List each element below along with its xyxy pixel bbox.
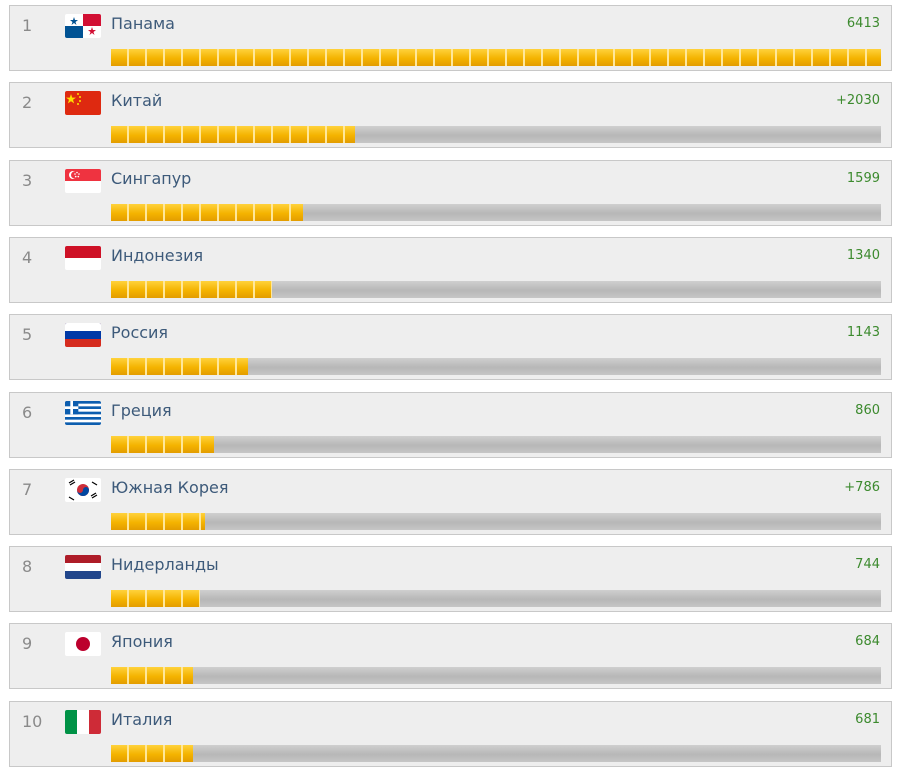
rank-number: 7 [22,480,33,499]
country-name[interactable]: Сингапур [111,169,192,188]
russia-flag-icon [65,323,101,347]
country-name[interactable]: Южная Корея [111,478,229,497]
country-name[interactable]: Италия [111,710,173,729]
country-name[interactable]: Панама [111,14,175,33]
bar-track [111,745,881,762]
country-name[interactable]: Китай [111,91,163,110]
ranking-row: 8 Нидерланды 744 [9,546,892,612]
bar-track [111,49,881,66]
indonesia-flag-icon [65,246,101,270]
rank-number: 1 [22,16,33,35]
bar [111,204,303,221]
bar-track [111,204,881,221]
bar [111,513,205,530]
japan-flag-icon [65,632,101,656]
country-name[interactable]: Россия [111,323,169,342]
panama-flag-icon [65,14,101,38]
rank-number: 6 [22,403,33,422]
country-name[interactable]: Греция [111,401,172,420]
bar-track [111,513,881,530]
value-label: 681 [855,712,880,727]
ranking-row: 10 Италия 681 [9,701,892,767]
rank-number: 4 [22,248,33,267]
value-label: 1599 [846,171,880,186]
bar-track [111,590,881,607]
china-flag-icon [65,91,101,115]
bar-track [111,358,881,375]
bar [111,436,214,453]
bar [111,281,272,298]
south-korea-flag-icon [65,478,101,502]
bar [111,126,355,143]
rank-number: 8 [22,557,33,576]
netherlands-flag-icon [65,555,101,579]
value-label: 6413 [846,16,880,31]
rank-number: 10 [22,712,43,731]
bar [111,49,881,66]
bar-track [111,281,881,298]
italy-flag-icon [65,710,101,734]
ranking-row: 9 Япония 684 [9,623,892,689]
ranking-row: 7 Южная Корея +786 [9,469,892,535]
ranking-row: 1 Панама 6413 [9,5,892,71]
value-label: 684 [855,634,880,649]
rank-number: 9 [22,634,33,653]
ranking-row: 2 Китай +2030 [9,82,892,148]
bar [111,745,193,762]
ranking-row: 4 Индонезия 1340 [9,237,892,303]
value-label: 860 [855,403,880,418]
ranking-row: 5 Россия 1143 [9,314,892,380]
value-label: 1340 [846,248,880,263]
bar [111,667,193,684]
value-label: 1143 [846,325,880,340]
value-label: +2030 [836,93,880,108]
country-name[interactable]: Япония [111,632,173,651]
rank-number: 3 [22,171,33,190]
country-name[interactable]: Нидерланды [111,555,219,574]
bar-track [111,667,881,684]
bar-track [111,126,881,143]
ranking-row: 3 Сингапур 1599 [9,160,892,226]
singapore-flag-icon [65,169,101,193]
value-label: +786 [844,480,880,495]
rank-number: 2 [22,93,33,112]
value-label: 744 [855,557,880,572]
rank-number: 5 [22,325,33,344]
bar [111,590,200,607]
bar-track [111,436,881,453]
ranking-row: 6 Греция 860 [9,392,892,458]
bar [111,358,248,375]
country-name[interactable]: Индонезия [111,246,204,265]
greece-flag-icon [65,401,101,425]
